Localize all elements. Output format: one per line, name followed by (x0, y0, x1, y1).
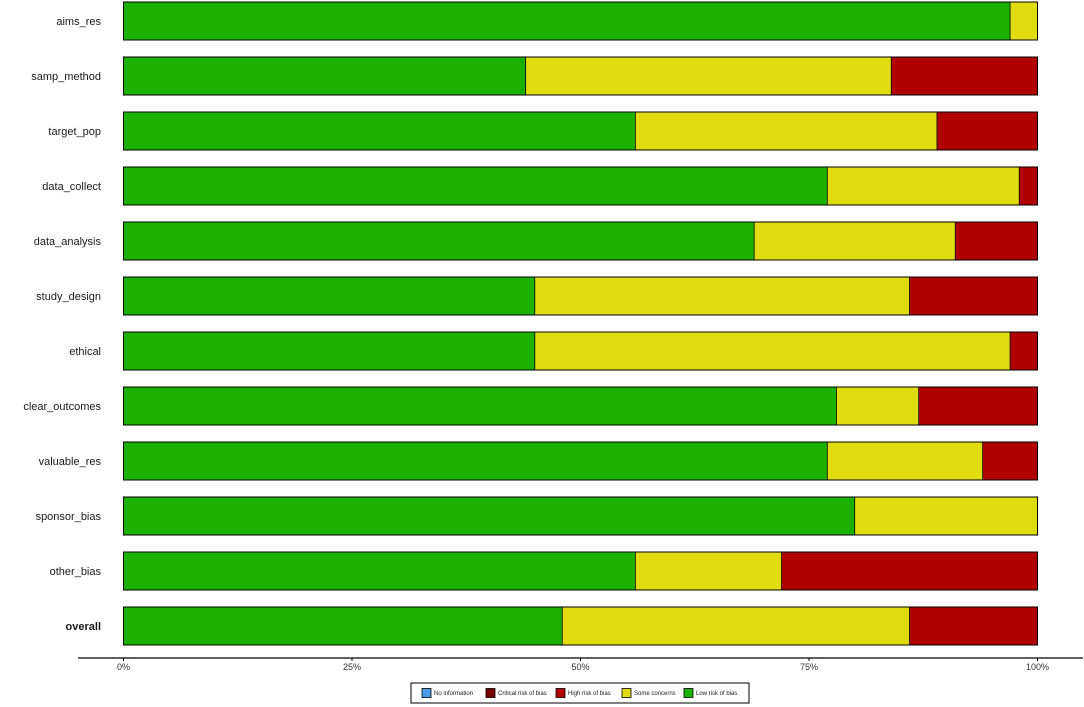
x-tick-label: 25% (343, 662, 361, 672)
bar-outline-other-bias (123, 551, 1038, 591)
category-label-valuable-res: valuable_res (39, 456, 102, 468)
bar-segment-study-design-high-risk-of-bias (909, 277, 1038, 315)
bar-segment-other-bias-some-concerns (635, 552, 782, 590)
bar-segment-data-analysis-high-risk-of-bias (955, 222, 1038, 260)
bar-segment-ethical-some-concerns (534, 332, 1011, 370)
bar-outline-valuable-res (123, 441, 1038, 481)
bar-segment-samp-method-some-concerns (525, 57, 892, 95)
bar-segment-overall-high-risk-of-bias (909, 607, 1038, 645)
bar-segment-target-pop-some-concerns (635, 112, 937, 150)
bar-segment-ethical-high-risk-of-bias (1010, 332, 1038, 370)
category-label-overall: overall (66, 621, 101, 633)
legend-label-high-risk-of-bias: High risk of bias (568, 691, 611, 697)
category-label-ethical: ethical (69, 346, 101, 358)
legend-label-low-risk-of-bias: Low risk of bias (696, 691, 737, 697)
bar-segment-aims-res-low-risk-of-bias (123, 2, 1011, 40)
category-label-clear-outcomes: clear_outcomes (23, 401, 101, 413)
category-label-data-collect: data_collect (42, 181, 101, 193)
bar-segment-other-bias-high-risk-of-bias (781, 552, 1038, 590)
x-tick-label: 100% (1026, 662, 1049, 672)
bar-segment-ethical-low-risk-of-bias (123, 332, 535, 370)
bar-segment-overall-some-concerns (562, 607, 910, 645)
bar-outline-overall (123, 606, 1038, 646)
bar-segment-valuable-res-some-concerns (827, 442, 983, 480)
legend-swatch-high-risk-of-bias (555, 688, 566, 698)
legend-label-no-information: No information (434, 691, 473, 697)
bar-segment-overall-low-risk-of-bias (123, 607, 563, 645)
legend-swatch-some-concerns (621, 688, 632, 698)
x-tick-label: 50% (571, 662, 589, 672)
bar-outline-samp-method (123, 56, 1038, 96)
bar-outline-clear-outcomes (123, 386, 1038, 426)
category-label-data-analysis: data_analysis (34, 236, 102, 248)
bar-segment-data-collect-low-risk-of-bias (123, 167, 828, 205)
category-label-aims-res: aims_res (56, 16, 101, 28)
bar-segment-study-design-some-concerns (534, 277, 910, 315)
bar-outline-sponsor-bias (123, 496, 1038, 536)
bar-segment-data-collect-high-risk-of-bias (1019, 167, 1038, 205)
bar-segment-study-design-low-risk-of-bias (123, 277, 535, 315)
legend-swatch-critical-risk-of-bias (485, 688, 496, 698)
bar-segment-valuable-res-high-risk-of-bias (982, 442, 1038, 480)
bar-outline-data-analysis (123, 221, 1038, 261)
bar-segment-data-analysis-low-risk-of-bias (123, 222, 755, 260)
x-tick-label: 0% (117, 662, 130, 672)
bar-segment-target-pop-high-risk-of-bias (936, 112, 1038, 150)
bar-outline-ethical (123, 331, 1038, 371)
legend-label-some-concerns: Some concerns (634, 691, 676, 697)
bar-segment-clear-outcomes-low-risk-of-bias (123, 387, 837, 425)
bar-segment-clear-outcomes-some-concerns (836, 387, 919, 425)
bar-segment-samp-method-high-risk-of-bias (891, 57, 1038, 95)
bar-segment-clear-outcomes-high-risk-of-bias (918, 387, 1038, 425)
bar-segment-data-collect-some-concerns (827, 167, 1020, 205)
bar-outline-study-design (123, 276, 1038, 316)
bar-segment-target-pop-low-risk-of-bias (123, 112, 636, 150)
bar-outline-data-collect (123, 166, 1038, 206)
bar-segment-other-bias-low-risk-of-bias (123, 552, 636, 590)
category-label-sponsor-bias: sponsor_bias (36, 511, 102, 523)
bar-outline-target-pop (123, 111, 1038, 151)
category-label-study-design: study_design (36, 291, 101, 303)
bar-segment-data-analysis-some-concerns (754, 222, 956, 260)
category-label-samp-method: samp_method (31, 71, 101, 83)
bar-outline-aims-res (123, 1, 1038, 41)
bar-segment-aims-res-some-concerns (1010, 2, 1038, 40)
bar-segment-samp-method-low-risk-of-bias (123, 57, 526, 95)
category-label-other-bias: other_bias (50, 566, 102, 578)
bar-segment-sponsor-bias-low-risk-of-bias (123, 497, 855, 535)
bar-segment-valuable-res-low-risk-of-bias (123, 442, 828, 480)
legend-swatch-low-risk-of-bias (683, 688, 694, 698)
legend-label-critical-risk-of-bias: Critical risk of bias (498, 691, 547, 697)
legend-box (410, 682, 750, 704)
x-tick-label: 75% (800, 662, 818, 672)
category-label-target-pop: target_pop (48, 126, 101, 138)
legend-swatch-no-information (421, 688, 432, 698)
bar-segment-sponsor-bias-some-concerns (854, 497, 1038, 535)
